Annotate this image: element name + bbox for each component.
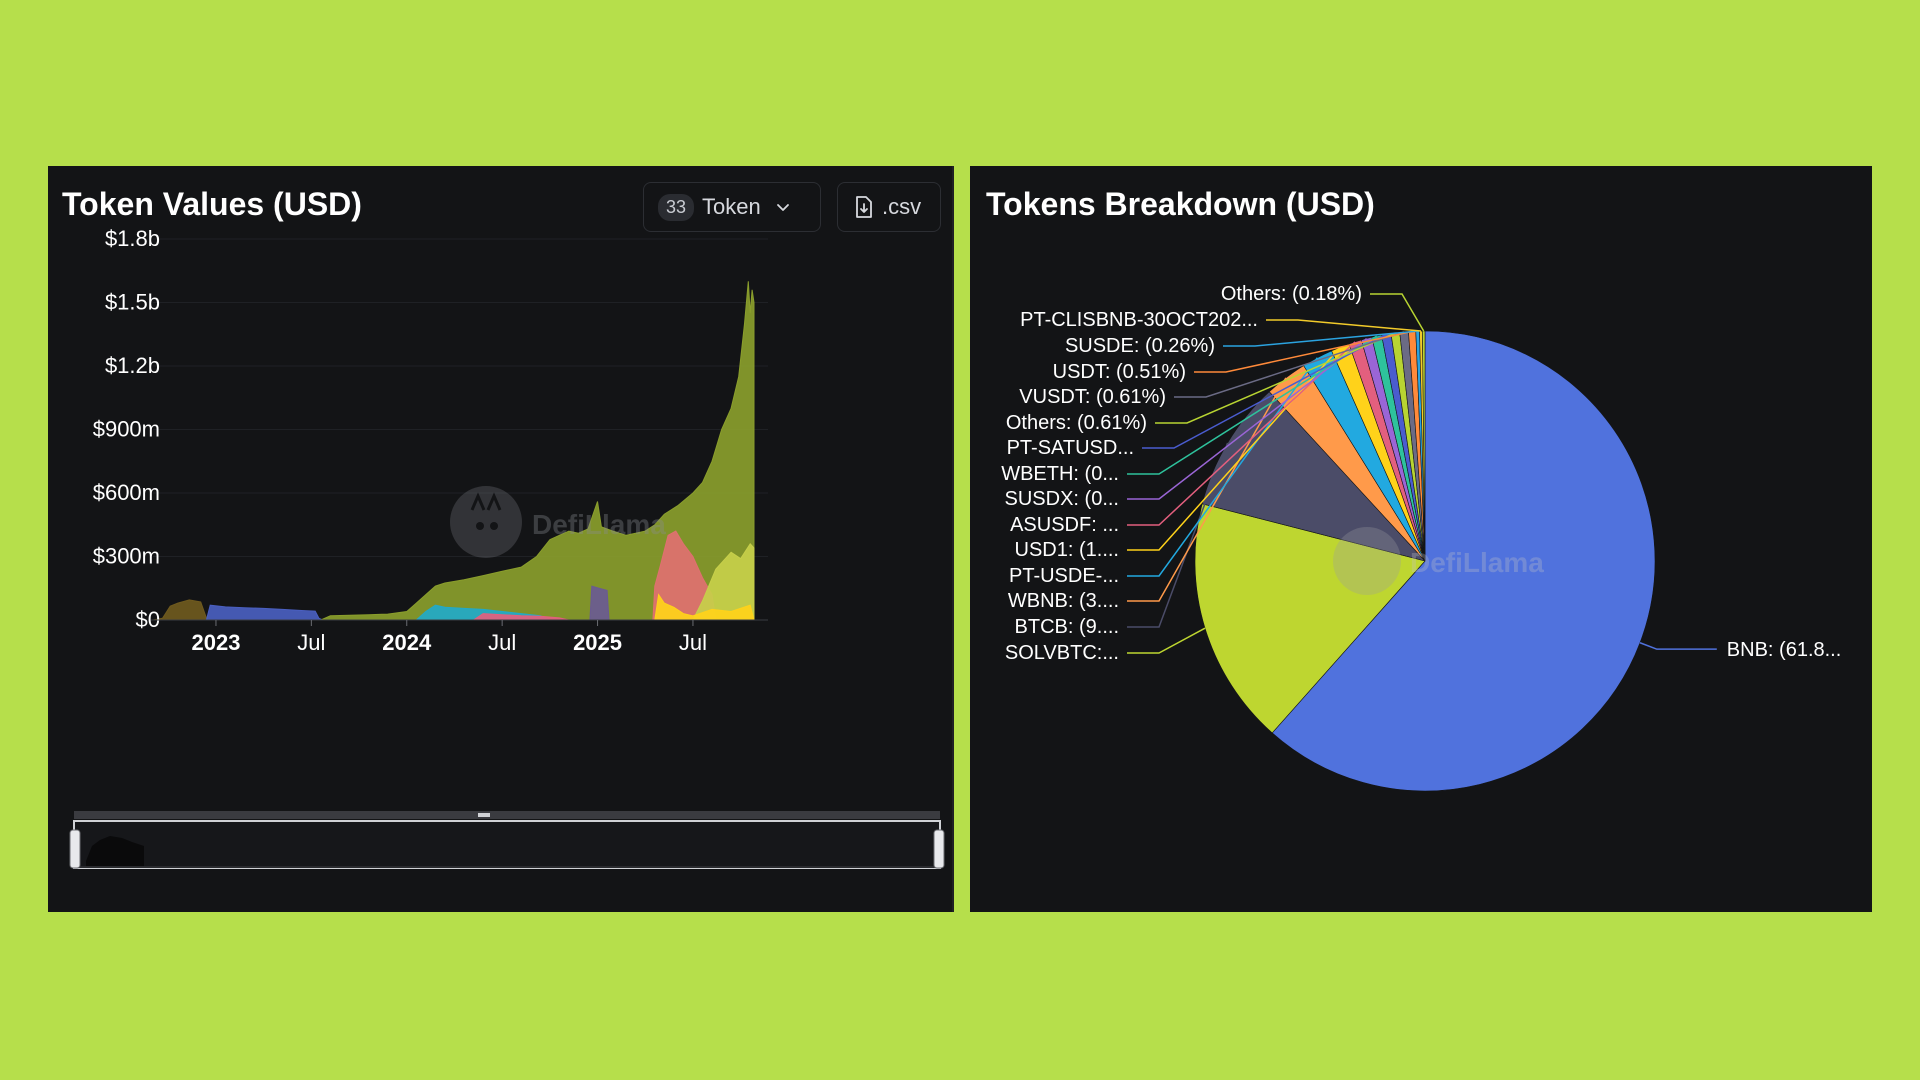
range-slider-track[interactable] bbox=[74, 811, 940, 819]
chart-series bbox=[152, 281, 755, 621]
pie-slice-label: WBETH: (0... bbox=[1001, 463, 1119, 485]
y-tick-label: $1.5b bbox=[105, 290, 160, 315]
pie-leader-line bbox=[1142, 333, 1387, 449]
pie-slice-label: VUSDT: (0.61%) bbox=[1019, 386, 1166, 408]
token-count-badge: 33 bbox=[658, 193, 695, 221]
pie-leader-line bbox=[1127, 335, 1378, 475]
pie-slice-label: USDT: (0.51%) bbox=[1053, 361, 1186, 383]
llama-logo-icon bbox=[450, 486, 522, 558]
pie-leader-line bbox=[1127, 377, 1287, 602]
pie-leader-line bbox=[1127, 346, 1341, 551]
pie-leader-line bbox=[1266, 319, 1422, 332]
area-series-path bbox=[692, 542, 755, 621]
pie-leader-line bbox=[1127, 357, 1319, 577]
watermark-text: DefiLlama bbox=[532, 509, 666, 540]
pie-leader-line bbox=[1223, 330, 1418, 347]
x-tick-label: 2024 bbox=[382, 630, 432, 655]
pie-slice-label: SOLVBTC:... bbox=[1005, 642, 1119, 664]
pie-slices bbox=[1194, 330, 1656, 792]
pie-slice-label: SUSDE: (0.26%) bbox=[1065, 335, 1215, 357]
y-tick-label: $1.8b bbox=[105, 226, 160, 251]
y-tick-label: $1.2b bbox=[105, 353, 160, 378]
defillama-pie-watermark: DefiLlama bbox=[1333, 527, 1544, 595]
pie-slice[interactable] bbox=[1271, 330, 1656, 792]
range-slider-grip[interactable] bbox=[478, 813, 490, 817]
pie-slice-label: Others: (0.61%) bbox=[1006, 412, 1147, 434]
x-axis: 2023 Jul 2024 Jul 2025 Jul bbox=[151, 619, 768, 655]
pie-leader-line bbox=[1370, 293, 1425, 332]
token-values-title: Token Values (USD) bbox=[62, 186, 362, 222]
chevron-down-icon bbox=[776, 204, 789, 211]
area-series-path bbox=[152, 599, 210, 621]
tokens-breakdown-pie-chart: DefiLlama BNB: (61.8... SOLVBTC:... BTCB: … bbox=[1001, 283, 1841, 792]
pie-slice[interactable] bbox=[1194, 503, 1426, 734]
range-slider-preview bbox=[86, 836, 144, 866]
pie-leader-line bbox=[1174, 331, 1405, 398]
pie-slice-label: PT-CLISBNB-30OCT202... bbox=[1020, 309, 1258, 331]
range-handle-left[interactable] bbox=[69, 829, 81, 869]
range-slider-window[interactable] bbox=[73, 820, 941, 869]
llama-logo-icon bbox=[1333, 527, 1401, 595]
token-values-chart: $0$300m$600m$900m$1.2b$1.5b$1.8b 2023 Jul… bbox=[69, 226, 945, 869]
pie-slice-label: Others: (0.18%) bbox=[1221, 283, 1362, 305]
x-tick-label: 2025 bbox=[573, 630, 622, 655]
y-axis: $0$300m$600m$900m$1.2b$1.5b$1.8b bbox=[93, 226, 160, 632]
pie-slice-label: SUSDX: (0... bbox=[1005, 488, 1119, 510]
y-tick-label: $300m bbox=[93, 544, 160, 569]
area-series-path bbox=[654, 593, 755, 621]
pie-slice-label: PT-USDE-... bbox=[1009, 565, 1119, 587]
pie-slice-label: BNB: (61.8... bbox=[1727, 639, 1842, 661]
range-handle-right[interactable] bbox=[933, 829, 945, 869]
pie-slice[interactable] bbox=[1201, 391, 1426, 562]
pie-leader-line bbox=[1155, 332, 1396, 424]
pie-leader-line bbox=[1639, 642, 1717, 650]
token-selector-label: Token bbox=[702, 194, 761, 219]
x-tick-label: Jul bbox=[679, 630, 707, 655]
x-tick-label: Jul bbox=[297, 630, 325, 655]
tokens-breakdown-panel: Tokens Breakdown (USD) DefiLlama BNB: (6… bbox=[970, 166, 1872, 912]
x-tick-label: 2023 bbox=[191, 630, 240, 655]
pie-watermark-text: DefiLlama bbox=[1410, 547, 1544, 578]
y-tick-label: $600m bbox=[93, 480, 160, 505]
pie-leader-line bbox=[1194, 330, 1413, 373]
area-series-path bbox=[205, 604, 324, 621]
x-tick-label: Jul bbox=[488, 630, 516, 655]
tokens-breakdown-title: Tokens Breakdown (USD) bbox=[986, 186, 1375, 222]
range-slider[interactable] bbox=[69, 811, 945, 869]
pie-slice-label: USD1: (1.... bbox=[1015, 539, 1119, 561]
area-series-path bbox=[589, 585, 610, 621]
pie-slice[interactable] bbox=[1422, 330, 1426, 562]
download-csv-button[interactable]: .csv bbox=[837, 182, 941, 232]
pie-labels: BNB: (61.8... SOLVBTC:... BTCB: (9.... WBNB… bbox=[1001, 283, 1841, 664]
defillama-watermark: DefiLlama bbox=[450, 486, 666, 558]
pie-leader-line bbox=[1127, 338, 1368, 500]
file-download-icon bbox=[856, 196, 872, 218]
pie-leader-line bbox=[1127, 627, 1206, 654]
y-tick-label: $900m bbox=[93, 417, 160, 442]
pie-leader-line bbox=[1127, 442, 1229, 628]
pie-leader-line bbox=[1127, 341, 1356, 526]
token-values-panel: Token Values (USD) 33 Token .csv $0 $300m… bbox=[48, 166, 954, 912]
pie-slice-label: PT-SATUSD... bbox=[1007, 437, 1134, 459]
area-series-path bbox=[320, 281, 755, 621]
pie-slice-label: WBNB: (3.... bbox=[1008, 590, 1119, 612]
pie-slice-label: BTCB: (9.... bbox=[1015, 616, 1119, 638]
pie-slice-label: ASUSDF: ... bbox=[1010, 514, 1119, 536]
csv-button-label: .csv bbox=[882, 194, 922, 219]
token-selector[interactable]: 33 Token bbox=[643, 182, 821, 232]
